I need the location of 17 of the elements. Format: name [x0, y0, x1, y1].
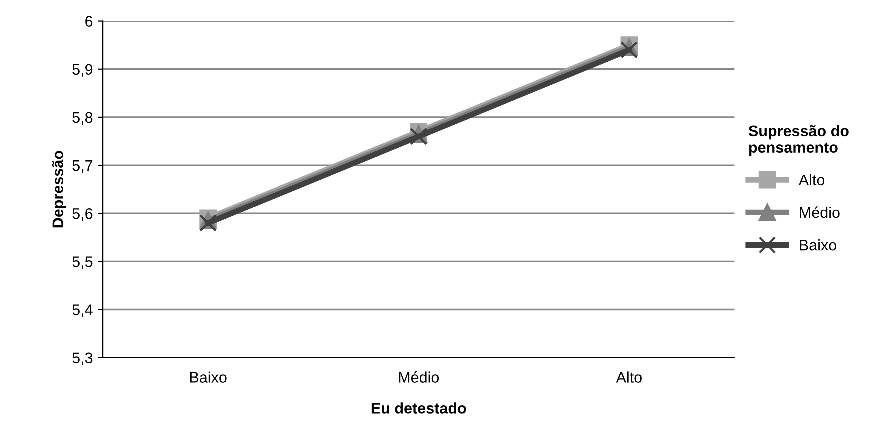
y-tick-label: 5,7 [72, 160, 93, 174]
x-tick-label: Alto [616, 372, 642, 383]
legend-label: Alto [798, 174, 825, 186]
y-tick-label: 6 [86, 16, 93, 27]
y-tick-label: 5,6 [72, 208, 93, 222]
y-tick-label: 5,9 [72, 64, 93, 77]
y-axis-title: Depressão [52, 151, 67, 228]
legend-label: Médio [800, 206, 840, 218]
legend-label: Baixo [800, 240, 836, 251]
y-tick-label: 5,8 [72, 112, 93, 125]
y-tick-label: 5,4 [72, 304, 93, 318]
x-tick-label: Médio [399, 372, 440, 383]
legend-title: Supressão do pensamento [748, 125, 849, 156]
x-tick-label: Baixo [190, 372, 227, 383]
x-axis-title: Eu detestado [372, 402, 466, 414]
y-tick-label: 5,3 [72, 352, 93, 366]
y-tick-label: 5,5 [72, 256, 93, 270]
